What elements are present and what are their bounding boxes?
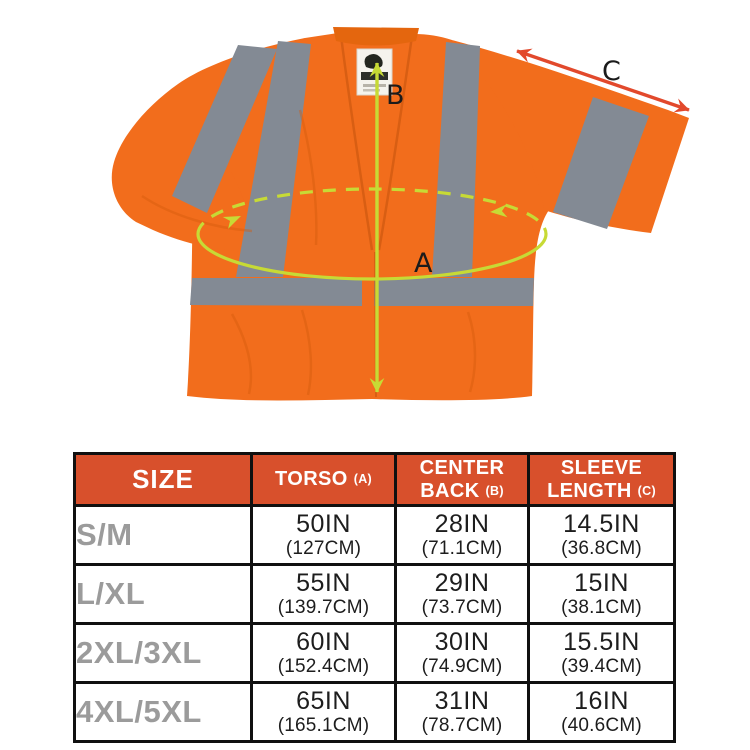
annotation-label-c: C (602, 56, 621, 87)
header-cell-sleeve-length: SLEEVE LENGTH (C) (527, 452, 676, 507)
collar (333, 27, 419, 46)
right-torso-stripe (432, 42, 480, 277)
fabric-folds (141, 109, 477, 396)
torso-value: 55IN (139.7CM) (250, 563, 397, 625)
annotation-label-a: A (414, 248, 433, 279)
annotation-label-b: B (386, 80, 405, 111)
size-chart-table: SIZE TORSO (A) CENTER BACK (B) SLEEVE LE… (73, 452, 676, 743)
center-back-value: 29IN (73.7CM) (394, 563, 530, 625)
table-row: L/XL 55IN (139.7CM) 29IN (73.7CM) 15IN (… (73, 563, 676, 625)
sleeve-length-value: 16IN (40.6CM) (527, 681, 676, 743)
table-row: 4XL/5XL 65IN (165.1CM) 31IN (78.7CM) 16I… (73, 681, 676, 743)
size-label: L/XL (73, 563, 253, 625)
table-row: S/M 50IN (127CM) 28IN (71.1CM) 14.5IN (3… (73, 504, 676, 566)
torso-value: 65IN (165.1CM) (250, 681, 397, 743)
left-torso-stripe (236, 41, 311, 277)
measurement-arrow-c (516, 48, 690, 113)
torso-value: 60IN (152.4CM) (250, 622, 397, 684)
center-back-value: 31IN (78.7CM) (394, 681, 530, 743)
header-cell-torso: TORSO (A) (250, 452, 397, 507)
right-sleeve-stripe (553, 97, 649, 229)
torso-value: 50IN (127CM) (250, 504, 397, 566)
header-cell-size: SIZE (73, 452, 253, 507)
waist-stripe-left (190, 278, 362, 306)
header-cell-center-back: CENTER BACK (B) (394, 452, 530, 507)
center-back-value: 28IN (71.1CM) (394, 504, 530, 566)
size-label: 2XL/3XL (73, 622, 253, 684)
reflective-stripes (172, 41, 649, 306)
waist-stripe-right (374, 278, 534, 306)
table-row: 2XL/3XL 60IN (152.4CM) 30IN (74.9CM) 15.… (73, 622, 676, 684)
center-back-value: 30IN (74.9CM) (394, 622, 530, 684)
sleeve-length-value: 15IN (38.1CM) (527, 563, 676, 625)
sleeve-length-value: 15.5IN (39.4CM) (527, 622, 676, 684)
sleeve-length-value: 14.5IN (36.8CM) (527, 504, 676, 566)
size-label: 4XL/5XL (73, 681, 253, 743)
vest-illustration: A B C (111, 27, 690, 401)
size-label: S/M (73, 504, 253, 566)
left-sleeve-stripe (172, 45, 277, 213)
table-header-row: SIZE TORSO (A) CENTER BACK (B) SLEEVE LE… (73, 452, 676, 507)
vest-right-sleeve (452, 40, 689, 233)
